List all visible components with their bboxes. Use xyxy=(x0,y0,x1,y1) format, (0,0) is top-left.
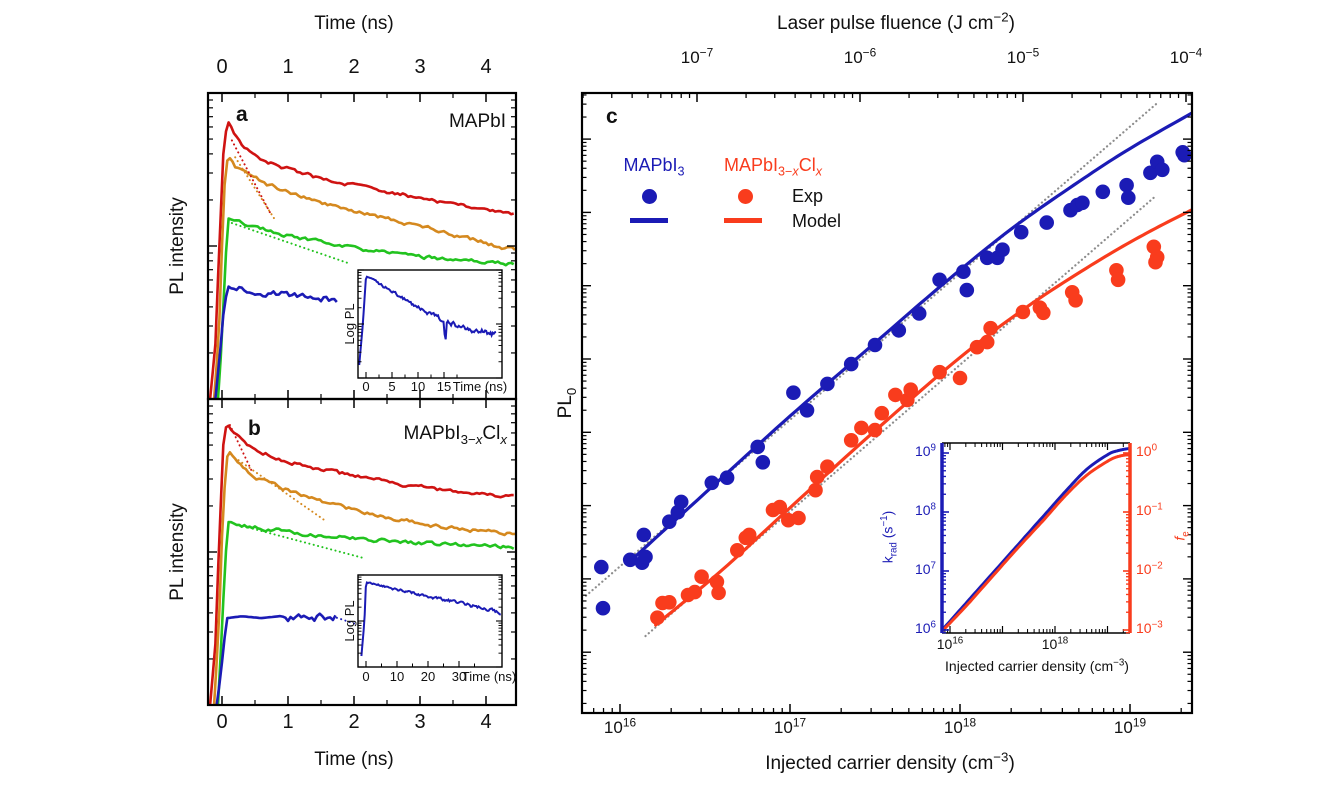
data-point xyxy=(1068,293,1083,308)
data-point xyxy=(750,439,765,455)
fast-decay-guide-red xyxy=(228,424,253,472)
data-point xyxy=(1095,184,1111,200)
curve-low-fluence-decay xyxy=(214,285,338,399)
data-point xyxy=(636,527,652,543)
data-point xyxy=(1075,195,1090,211)
data-point xyxy=(719,470,735,486)
data-point xyxy=(959,282,975,298)
data-point xyxy=(650,610,665,625)
data-point xyxy=(911,306,927,321)
data-point xyxy=(979,334,995,350)
data-point xyxy=(1143,165,1158,181)
panel-c-frame xyxy=(580,91,1194,715)
inset-curve-log-pl-decay xyxy=(358,275,497,366)
data-point xyxy=(888,387,903,403)
data-point xyxy=(1148,254,1163,270)
data-point xyxy=(854,420,869,436)
data-point xyxy=(983,320,998,336)
data-point xyxy=(867,422,883,438)
fast-decay-guide-orange xyxy=(234,156,278,223)
data-point xyxy=(711,585,726,601)
data-point xyxy=(903,382,918,398)
curve-mid-fluence-decay xyxy=(216,217,515,399)
data-point xyxy=(709,574,725,590)
MAPbI3 Exp xyxy=(594,145,1192,616)
data-point xyxy=(1119,177,1134,193)
data-point xyxy=(622,552,638,568)
inset-bg xyxy=(358,575,502,667)
data-point xyxy=(755,455,771,470)
data-point xyxy=(786,385,801,401)
data-point xyxy=(730,543,745,558)
curve-highest-fluence-decay xyxy=(208,424,514,705)
data-point xyxy=(1013,224,1029,240)
inset-curve-f_e vs density xyxy=(942,452,1130,633)
data-point xyxy=(1110,272,1126,288)
data-point xyxy=(791,510,806,526)
inset-curves xyxy=(358,275,497,366)
data-point xyxy=(1155,162,1170,178)
data-point xyxy=(932,364,947,380)
inset-c-curves xyxy=(942,446,1130,633)
data-point xyxy=(809,469,825,485)
inset-curve-k_rad vs density xyxy=(942,446,1130,632)
panel-b xyxy=(206,397,518,707)
data-point xyxy=(1036,305,1051,321)
fast-decay-guide-green xyxy=(247,526,365,560)
data-point xyxy=(843,433,859,448)
data-point xyxy=(956,264,971,280)
data-point xyxy=(799,403,815,418)
inset-curve-log-pl-decay xyxy=(360,581,501,657)
data-point xyxy=(673,494,689,510)
data-point xyxy=(772,499,788,515)
data-point xyxy=(979,250,995,266)
data-point xyxy=(932,272,947,288)
curve-high-fluence-decay xyxy=(212,156,516,399)
data-point xyxy=(820,376,835,392)
data-point xyxy=(1039,215,1054,230)
panel-a-curves xyxy=(208,121,516,399)
data-point xyxy=(1121,190,1136,205)
data-point xyxy=(704,475,720,491)
data-point xyxy=(662,595,677,610)
data-point xyxy=(867,337,883,353)
data-point xyxy=(687,584,703,600)
inset-c-bg xyxy=(942,443,1130,633)
curve-highest-fluence-decay xyxy=(208,121,515,399)
MAPbI3-xClx Exp xyxy=(650,239,1165,625)
data-point xyxy=(694,569,709,584)
fast-decay-guide-orange xyxy=(237,459,328,523)
panel-c-content xyxy=(584,100,1192,638)
data-point xyxy=(808,482,823,498)
panel-c xyxy=(580,91,1194,715)
data-point xyxy=(662,514,677,529)
data-point xyxy=(995,242,1010,257)
data-point xyxy=(594,559,609,575)
curve-mid-fluence-decay xyxy=(216,520,515,705)
data-point xyxy=(1015,304,1031,320)
panel-a xyxy=(206,91,518,401)
data-point xyxy=(1177,147,1192,163)
data-point xyxy=(820,459,835,475)
fast-decay-guide-red xyxy=(230,139,273,217)
inset-bg xyxy=(358,270,502,378)
data-point xyxy=(595,600,611,616)
data-point xyxy=(891,323,907,338)
curve-low-fluence-decay xyxy=(215,612,337,705)
data-point xyxy=(741,527,757,543)
data-point xyxy=(843,356,859,372)
data-point xyxy=(952,370,968,386)
data-point xyxy=(638,549,653,565)
data-point xyxy=(874,405,890,421)
inset-curves xyxy=(360,581,501,657)
